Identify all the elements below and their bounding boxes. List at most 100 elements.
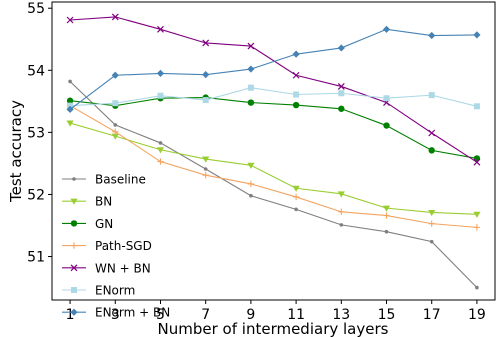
legend-label: BN bbox=[95, 195, 112, 209]
data-point-wn-bn bbox=[157, 25, 164, 33]
series-path-sgd bbox=[66, 102, 481, 231]
legend-item-enorm: ENorm bbox=[62, 284, 135, 298]
data-point-path-sgd bbox=[202, 172, 209, 179]
legend-marker bbox=[70, 220, 78, 227]
data-point-baseline bbox=[384, 229, 389, 234]
legend-item-wn-bn: WN + BN bbox=[62, 261, 151, 275]
x-tick-label: 9 bbox=[246, 307, 255, 323]
legend-marker bbox=[70, 198, 78, 205]
data-point-wn-bn bbox=[428, 129, 436, 137]
data-point-enorm bbox=[67, 102, 74, 109]
data-point-enorm bbox=[112, 100, 119, 107]
x-tick-label: 11 bbox=[287, 307, 305, 323]
data-point-baseline bbox=[294, 207, 298, 212]
y-tick-label: 51 bbox=[27, 250, 45, 266]
data-point-baseline bbox=[113, 123, 118, 127]
data-point-baseline bbox=[249, 193, 253, 198]
data-point-enorm bbox=[338, 90, 345, 97]
data-point-bn bbox=[382, 205, 391, 212]
series-line-enorm-bn bbox=[69, 28, 477, 110]
x-tick-label: 3 bbox=[111, 307, 120, 323]
data-point-enorm-bn bbox=[247, 65, 255, 73]
data-point-bn bbox=[337, 191, 345, 198]
legend-item-bn: BN bbox=[62, 195, 112, 209]
data-point-enorm-bn bbox=[292, 50, 300, 58]
x-tick-label: 17 bbox=[423, 307, 441, 323]
legend-marker bbox=[70, 308, 78, 316]
data-point-enorm bbox=[247, 84, 254, 91]
series-line-path-sgd bbox=[69, 105, 477, 228]
data-point-bn bbox=[66, 120, 74, 127]
data-point-wn-bn bbox=[66, 16, 74, 24]
legend: Baseline BN GN Path-SGD WN + BN ENorm ENorm + … bbox=[62, 173, 170, 320]
data-point-baseline bbox=[429, 239, 434, 244]
series-lines bbox=[66, 13, 481, 290]
series-line-enorm bbox=[70, 87, 478, 107]
series-line-bn bbox=[69, 122, 477, 215]
legend-item-enorm-bn: ENorm + BN bbox=[62, 306, 170, 320]
data-point-gn bbox=[292, 101, 300, 109]
x-tick-label: 1 bbox=[66, 307, 75, 323]
data-point-path-sgd bbox=[112, 128, 119, 135]
data-point-baseline bbox=[203, 167, 208, 171]
data-point-path-sgd bbox=[473, 224, 481, 231]
legend-label: GN bbox=[95, 217, 113, 231]
series-wn-bn bbox=[66, 13, 481, 166]
data-point-gn bbox=[338, 105, 345, 112]
x-tick-label: 5 bbox=[156, 307, 165, 323]
series-enorm-bn bbox=[66, 25, 481, 114]
data-point-bn bbox=[292, 185, 300, 192]
data-point-wn-bn bbox=[473, 158, 481, 166]
data-point-enorm-bn bbox=[156, 69, 165, 77]
data-point-enorm bbox=[428, 92, 435, 99]
legend-label: WN + BN bbox=[95, 261, 151, 275]
legend-marker bbox=[70, 264, 78, 272]
data-point-enorm bbox=[293, 91, 300, 98]
legend-label: Path-SGD bbox=[95, 239, 152, 253]
series-gn bbox=[66, 94, 481, 162]
series-line-wn-bn bbox=[70, 16, 478, 163]
data-point-bn bbox=[202, 156, 210, 163]
legend-marker bbox=[72, 177, 76, 181]
data-point-enorm-bn bbox=[337, 44, 345, 52]
x-tick-label: 13 bbox=[332, 307, 350, 323]
series-line-baseline bbox=[69, 81, 478, 288]
data-point-baseline bbox=[158, 141, 163, 145]
data-point-baseline bbox=[475, 285, 479, 290]
data-point-wn-bn bbox=[337, 83, 345, 90]
data-point-enorm-bn bbox=[202, 71, 210, 79]
data-point-path-sgd bbox=[247, 180, 255, 188]
legend-item-baseline: Baseline bbox=[62, 173, 146, 187]
legend-marker bbox=[70, 242, 78, 249]
y-tick-label: 53 bbox=[27, 125, 45, 141]
data-point-gn bbox=[383, 122, 390, 129]
data-point-wn-bn bbox=[247, 42, 255, 50]
data-point-bn bbox=[111, 133, 119, 140]
data-point-wn-bn bbox=[111, 13, 119, 21]
data-point-gn bbox=[428, 147, 435, 154]
data-point-bn bbox=[156, 147, 165, 154]
data-point-bn bbox=[473, 211, 481, 218]
y-tick-label: 54 bbox=[27, 63, 45, 79]
data-point-gn bbox=[247, 99, 255, 106]
x-tick-label: 19 bbox=[468, 307, 486, 323]
series-enorm bbox=[67, 84, 480, 110]
series-baseline bbox=[68, 79, 479, 290]
data-point-baseline bbox=[68, 79, 72, 84]
y-tick-label: 55 bbox=[27, 1, 45, 17]
data-point-bn bbox=[247, 162, 255, 169]
data-point-bn bbox=[428, 209, 436, 217]
data-point-gn bbox=[66, 97, 74, 104]
legend-item-path-sgd: Path-SGD bbox=[62, 239, 152, 253]
data-point-enorm-bn bbox=[428, 31, 436, 40]
data-point-enorm bbox=[473, 103, 480, 110]
data-point-path-sgd bbox=[292, 193, 300, 201]
data-point-enorm bbox=[157, 92, 164, 99]
data-point-enorm bbox=[202, 97, 209, 104]
legend-label: ENorm + BN bbox=[95, 306, 170, 320]
x-tick-label: 7 bbox=[201, 307, 210, 323]
data-point-wn-bn bbox=[202, 39, 210, 47]
legend-marker bbox=[71, 287, 77, 293]
